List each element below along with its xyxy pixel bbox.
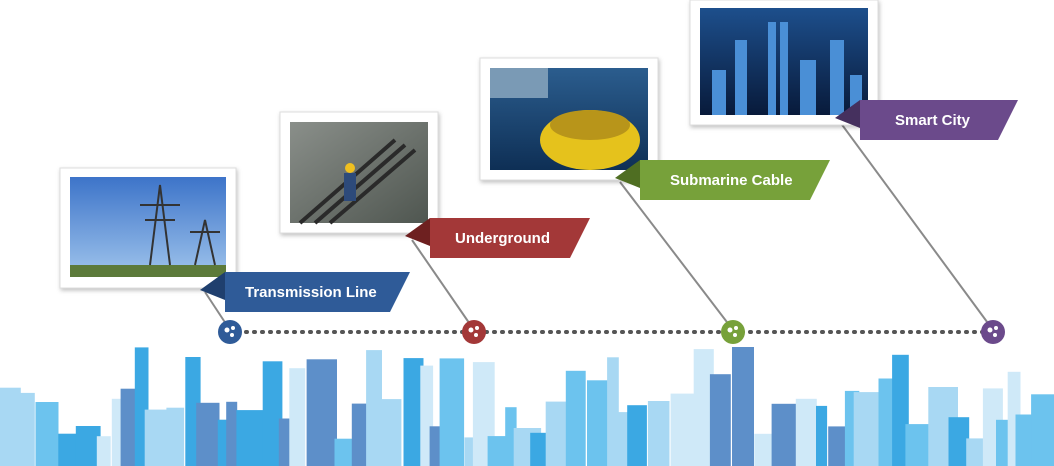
milestone-label: Submarine Cable [670, 172, 793, 189]
building [754, 433, 774, 466]
skyline [0, 347, 1054, 466]
building [565, 370, 586, 466]
building [75, 426, 101, 466]
building [892, 354, 909, 466]
building [196, 402, 220, 466]
building [948, 417, 970, 466]
node [462, 320, 486, 344]
building [1031, 394, 1054, 466]
building [693, 349, 714, 466]
building [334, 438, 357, 466]
helmet [345, 163, 355, 173]
ribbon-fold [405, 218, 430, 246]
tower [140, 184, 220, 266]
building [439, 358, 465, 466]
building [816, 405, 828, 466]
node [981, 320, 1005, 344]
building [487, 436, 509, 466]
building [771, 403, 796, 466]
connector [411, 239, 475, 331]
milestone-label: Transmission Line [245, 284, 377, 301]
building [795, 398, 817, 466]
building [351, 403, 367, 466]
cable-drum-top [550, 110, 630, 140]
building [878, 378, 893, 466]
building [378, 399, 402, 466]
building [15, 392, 35, 466]
ribbon [860, 100, 1018, 140]
ribbon-fold [615, 160, 640, 188]
ribbon [640, 160, 830, 200]
node [721, 320, 745, 344]
building [732, 347, 754, 466]
building [614, 412, 629, 466]
milestone-label: Underground [455, 230, 550, 247]
building [236, 410, 268, 466]
connector [839, 121, 994, 331]
photo-transmission [59, 167, 237, 289]
building [647, 401, 670, 466]
inset [490, 68, 548, 98]
ribbon [225, 272, 410, 312]
building [289, 368, 306, 466]
building [627, 405, 647, 466]
photo [70, 177, 226, 277]
ribbon [430, 218, 590, 258]
building [403, 358, 424, 466]
photo-submarine [479, 57, 659, 181]
building [166, 407, 185, 466]
towers [712, 22, 862, 115]
building [366, 350, 382, 466]
building [709, 374, 731, 466]
ground [70, 265, 226, 277]
ribbon-fold [200, 272, 225, 300]
node-icon [727, 326, 738, 337]
ribbon-fold [835, 100, 860, 128]
building [505, 407, 517, 466]
building [226, 401, 238, 466]
building [966, 438, 984, 466]
node-icon [987, 326, 998, 337]
building [429, 426, 441, 466]
node [218, 320, 242, 344]
ribbons [200, 100, 1018, 312]
node-icon [468, 326, 479, 337]
building [35, 402, 59, 466]
nodes [218, 320, 1005, 344]
photo-underground [279, 111, 439, 234]
building [545, 401, 567, 466]
building [306, 359, 337, 466]
photo-smartcity [689, 0, 879, 126]
building [607, 357, 619, 466]
connector [619, 181, 734, 331]
building [144, 409, 167, 466]
node-icon [224, 326, 235, 337]
worker [344, 173, 356, 201]
building [670, 393, 696, 466]
milestone-label: Smart City [895, 112, 971, 129]
building [262, 361, 283, 466]
building [96, 436, 111, 466]
